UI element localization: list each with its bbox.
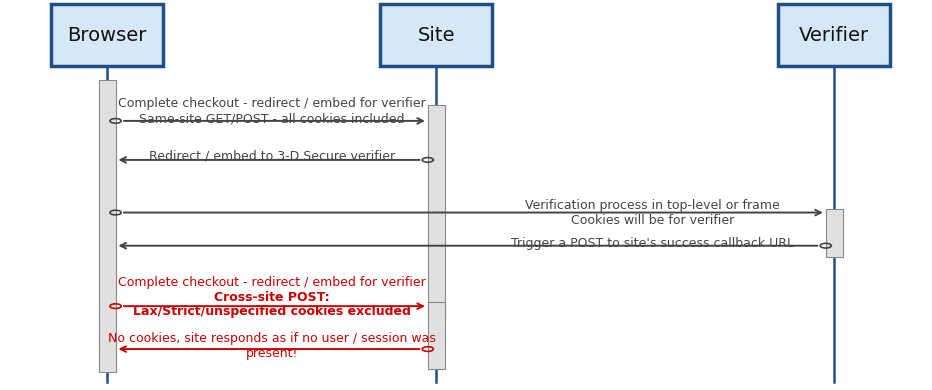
Bar xyxy=(826,209,843,257)
Text: Verifier: Verifier xyxy=(799,26,870,44)
Text: Redirect / embed to 3-D Secure verifier: Redirect / embed to 3-D Secure verifier xyxy=(149,149,395,162)
Bar xyxy=(428,302,445,369)
Text: No cookies, site responds as if no user / session was: No cookies, site responds as if no user … xyxy=(108,332,436,345)
Bar xyxy=(380,4,492,66)
Text: Complete checkout - redirect / embed for verifier: Complete checkout - redirect / embed for… xyxy=(118,276,426,289)
Text: Cross-site POST:: Cross-site POST: xyxy=(214,291,330,303)
Text: Trigger a POST to site's success callback URL: Trigger a POST to site's success callbac… xyxy=(511,237,794,250)
Text: Complete checkout - redirect / embed for verifier: Complete checkout - redirect / embed for… xyxy=(118,98,426,110)
Text: Same-site GET/POST - all cookies included: Same-site GET/POST - all cookies include… xyxy=(140,112,404,125)
Bar xyxy=(428,105,445,318)
Text: present!: present! xyxy=(246,347,298,360)
Text: Cookies will be for verifier: Cookies will be for verifier xyxy=(570,214,734,227)
Text: Site: Site xyxy=(418,26,455,44)
Bar xyxy=(51,4,163,66)
Bar xyxy=(99,80,116,372)
Text: Browser: Browser xyxy=(67,26,147,44)
Text: Verification process in top-level or frame: Verification process in top-level or fra… xyxy=(525,199,780,212)
Text: Lax/Strict/unspecified cookies excluded: Lax/Strict/unspecified cookies excluded xyxy=(133,305,411,318)
Bar xyxy=(778,4,890,66)
